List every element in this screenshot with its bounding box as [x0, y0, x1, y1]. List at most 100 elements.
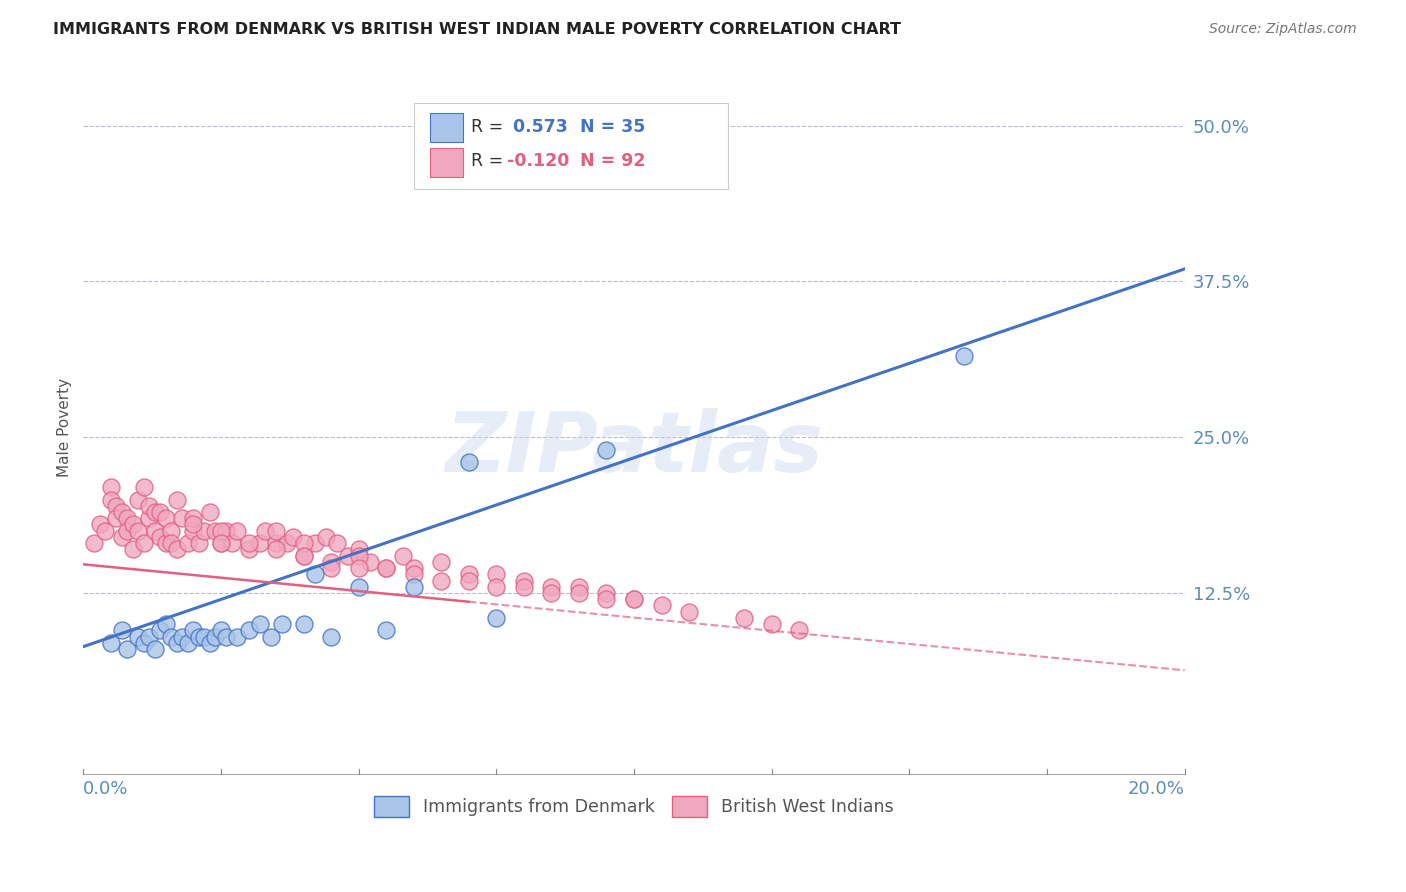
Point	[485, 611, 508, 625]
Point	[264, 536, 287, 550]
Point	[149, 505, 172, 519]
Point	[336, 549, 359, 563]
Point	[111, 530, 134, 544]
Point	[249, 536, 271, 550]
Text: N = 35: N = 35	[568, 118, 645, 136]
Point	[105, 511, 128, 525]
Point	[143, 642, 166, 657]
Point	[121, 517, 143, 532]
Text: ZIPatlas: ZIPatlas	[446, 409, 823, 489]
Point	[160, 536, 183, 550]
Point	[402, 561, 425, 575]
Point	[149, 530, 172, 544]
Point	[319, 630, 342, 644]
Point	[953, 349, 976, 363]
Point	[391, 549, 413, 563]
Point	[132, 480, 155, 494]
Point	[138, 511, 160, 525]
Point	[183, 524, 205, 538]
Point	[138, 499, 160, 513]
Point	[226, 524, 249, 538]
Point	[121, 542, 143, 557]
Point	[89, 517, 111, 532]
Text: 0.0%: 0.0%	[83, 780, 129, 798]
Point	[166, 542, 188, 557]
Point	[270, 617, 292, 632]
Point	[238, 542, 260, 557]
Point	[457, 574, 479, 588]
Point	[117, 642, 139, 657]
Text: R =: R =	[471, 153, 509, 170]
Text: N = 92: N = 92	[568, 153, 645, 170]
Point	[172, 630, 194, 644]
Point	[94, 524, 117, 538]
Point	[149, 624, 172, 638]
Point	[127, 524, 149, 538]
Point	[568, 580, 591, 594]
Point	[304, 567, 326, 582]
Point	[111, 624, 134, 638]
Point	[177, 536, 200, 550]
Point	[183, 517, 205, 532]
Point	[172, 511, 194, 525]
Point	[100, 636, 122, 650]
Legend: Immigrants from Denmark, British West Indians: Immigrants from Denmark, British West In…	[367, 789, 900, 824]
Point	[204, 524, 226, 538]
Point	[132, 636, 155, 650]
Point	[540, 586, 562, 600]
FancyBboxPatch shape	[413, 103, 728, 189]
Point	[623, 592, 645, 607]
Point	[193, 524, 215, 538]
Point	[347, 542, 370, 557]
Point	[238, 624, 260, 638]
Point	[292, 549, 315, 563]
Point	[375, 561, 398, 575]
Point	[678, 605, 700, 619]
Point	[204, 630, 226, 644]
Point	[430, 574, 453, 588]
Point	[651, 599, 673, 613]
Point	[83, 536, 105, 550]
Text: Source: ZipAtlas.com: Source: ZipAtlas.com	[1209, 22, 1357, 37]
Point	[457, 455, 479, 469]
Point	[485, 580, 508, 594]
Point	[292, 617, 315, 632]
Point	[595, 586, 617, 600]
Point	[325, 536, 347, 550]
Text: IMMIGRANTS FROM DENMARK VS BRITISH WEST INDIAN MALE POVERTY CORRELATION CHART: IMMIGRANTS FROM DENMARK VS BRITISH WEST …	[53, 22, 901, 37]
Point	[485, 567, 508, 582]
Point	[249, 617, 271, 632]
Point	[193, 630, 215, 644]
Point	[787, 624, 810, 638]
Point	[177, 636, 200, 650]
Text: 20.0%: 20.0%	[1128, 780, 1185, 798]
Point	[209, 536, 232, 550]
Point	[276, 536, 298, 550]
Text: R =: R =	[471, 118, 509, 136]
Point	[143, 505, 166, 519]
Point	[264, 524, 287, 538]
Point	[155, 511, 177, 525]
Point	[215, 524, 238, 538]
Point	[292, 549, 315, 563]
Point	[183, 624, 205, 638]
Point	[281, 530, 304, 544]
Point	[540, 580, 562, 594]
Point	[221, 536, 243, 550]
Point	[226, 630, 249, 644]
Point	[595, 442, 617, 457]
Point	[160, 630, 183, 644]
Point	[155, 536, 177, 550]
Point	[304, 536, 326, 550]
Point	[215, 630, 238, 644]
Point	[209, 524, 232, 538]
Point	[347, 580, 370, 594]
Point	[187, 536, 209, 550]
Bar	[430, 148, 463, 177]
Y-axis label: Male Poverty: Male Poverty	[58, 378, 72, 477]
Point	[117, 524, 139, 538]
Point	[187, 630, 209, 644]
Point	[127, 492, 149, 507]
Point	[347, 549, 370, 563]
Point	[132, 536, 155, 550]
